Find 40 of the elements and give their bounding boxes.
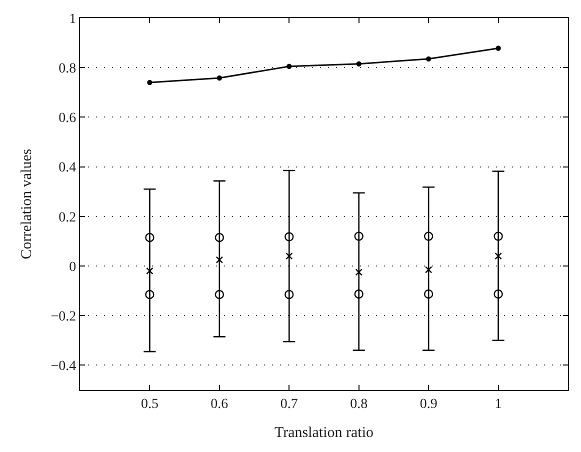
y-tick-label: 0 <box>69 260 76 275</box>
point <box>146 267 154 275</box>
y-tick-label: −0.2 <box>50 310 76 324</box>
point <box>286 64 292 69</box>
point <box>145 232 154 242</box>
point <box>145 290 154 300</box>
y-tick-label: 1 <box>69 12 76 27</box>
point <box>286 252 293 260</box>
point <box>354 232 364 241</box>
point <box>494 252 502 260</box>
point <box>426 56 432 62</box>
x-tick-label: 0.7 <box>280 396 298 412</box>
y-tick-label: 0.4 <box>58 160 76 176</box>
x-tick-label: 1 <box>494 396 502 412</box>
y-tick-label: 0.6 <box>58 111 76 126</box>
point <box>424 289 434 299</box>
y-tick-label: 0.8 <box>58 62 76 76</box>
point <box>284 290 294 300</box>
x-tick-label: 0.6 <box>210 396 228 412</box>
y-axis-title: Correlation values <box>18 148 35 260</box>
point <box>216 256 224 264</box>
point <box>354 289 364 299</box>
x-axis-title: Translation ratio <box>274 424 374 441</box>
point <box>496 46 501 51</box>
point <box>216 75 222 81</box>
point <box>424 266 432 274</box>
point <box>214 290 224 300</box>
x-tick-label: 0.9 <box>420 396 438 412</box>
point <box>424 232 434 241</box>
y-tick-label: 0.2 <box>58 210 76 226</box>
point <box>214 232 224 242</box>
y-tick-label: −0.4 <box>50 359 76 374</box>
point <box>356 61 362 66</box>
point <box>147 80 152 86</box>
x-tick-label: 0.8 <box>350 396 368 412</box>
point <box>284 232 294 242</box>
point <box>494 232 503 241</box>
x-tick-label: 0.5 <box>140 396 158 412</box>
point <box>494 289 503 299</box>
point <box>355 268 362 276</box>
